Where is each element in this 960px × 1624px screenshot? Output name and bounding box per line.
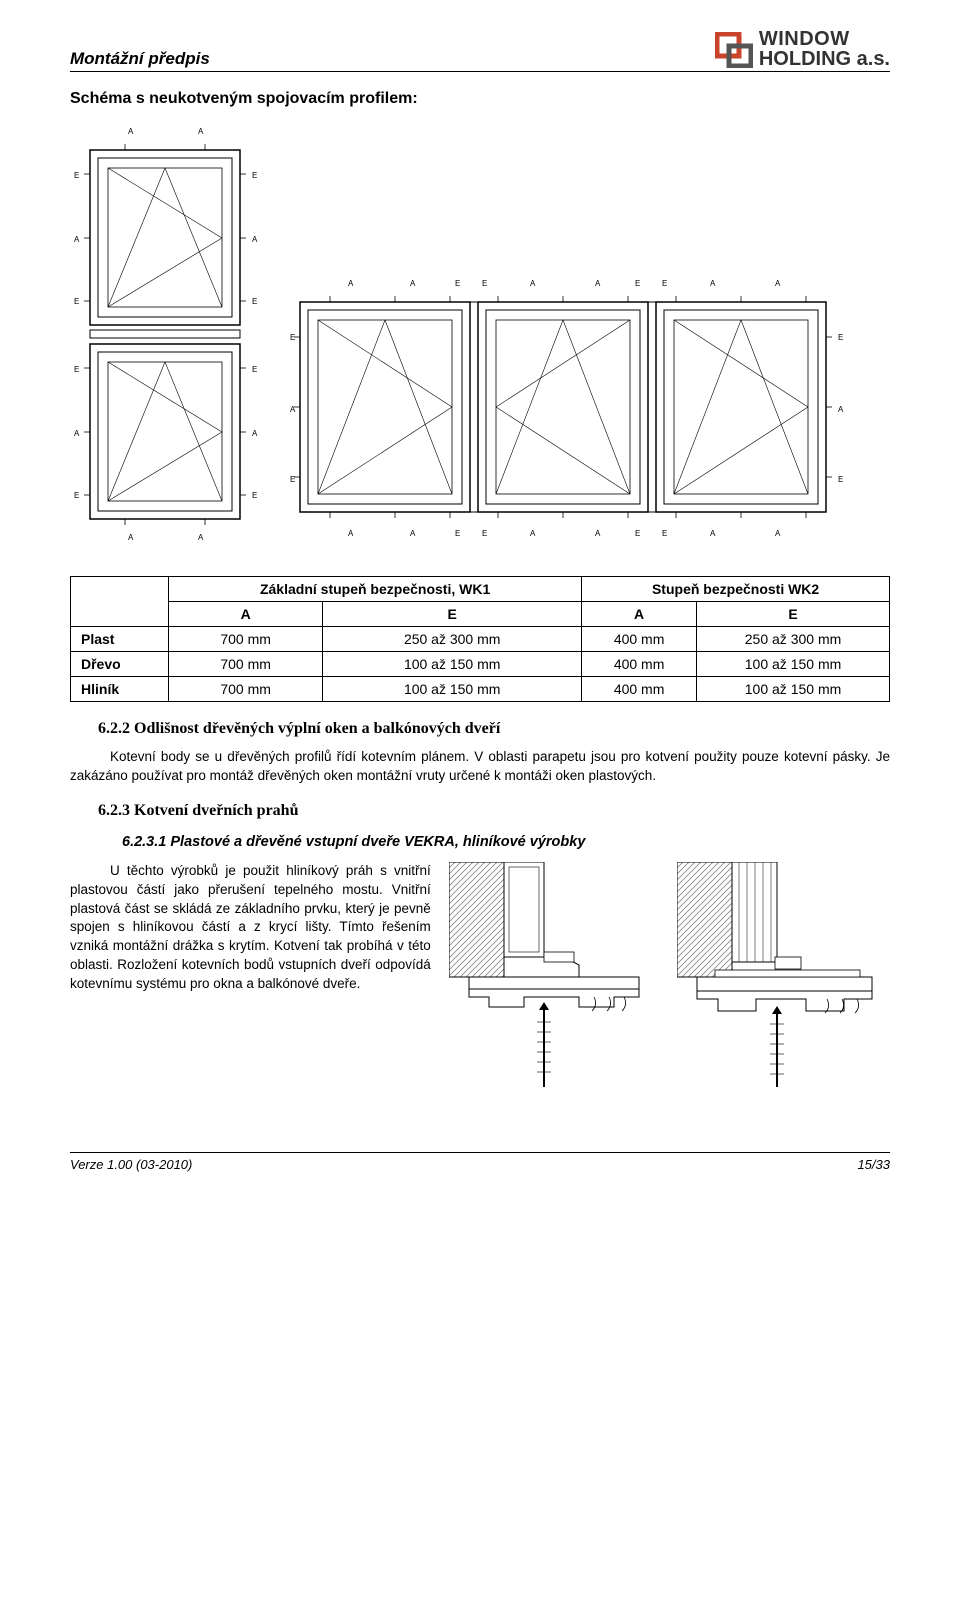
heading-6231: 6.2.3.1 Plastové a dřevěné vstupní dveře…	[122, 834, 890, 850]
doc-title: Montážní předpis	[70, 49, 210, 69]
logo-icon	[715, 32, 753, 68]
cell: 250 až 300 mm	[697, 627, 890, 652]
svg-text:A: A	[74, 429, 80, 438]
para-622: Kotevní body se u dřevěných profilů řídí…	[70, 748, 890, 786]
heading-622: 6.2.2 Odlišnost dřevěných výplní oken a …	[98, 720, 890, 738]
table-corner	[71, 577, 169, 627]
footer-version: Verze 1.00 (03-2010)	[70, 1157, 192, 1172]
cell: 100 až 150 mm	[697, 677, 890, 702]
diagram-left: A A A A E A	[70, 122, 270, 552]
svg-text:E: E	[74, 297, 79, 306]
row-label: Dřevo	[71, 652, 169, 677]
cell: 100 až 150 mm	[697, 652, 890, 677]
svg-text:A: A	[530, 279, 536, 288]
sub-a2: A	[582, 602, 697, 627]
page-header: Montážní předpis WINDOW HOLDING a.s.	[70, 30, 890, 72]
page-footer: Verze 1.00 (03-2010) 15/33	[70, 1152, 890, 1172]
svg-text:A: A	[595, 279, 601, 288]
svg-text:A: A	[348, 529, 354, 538]
svg-text:A: A	[410, 529, 416, 538]
cell: 400 mm	[582, 652, 697, 677]
svg-text:E: E	[290, 475, 295, 484]
svg-text:A: A	[710, 529, 716, 538]
svg-text:E: E	[455, 279, 460, 288]
footer-page: 15/33	[857, 1157, 890, 1172]
svg-text:A: A	[775, 279, 781, 288]
sub-e1: E	[323, 602, 582, 627]
svg-text:A: A	[595, 529, 601, 538]
svg-text:E: E	[252, 297, 257, 306]
brand-line2: HOLDING a.s.	[759, 48, 890, 70]
table-row: Plast 700 mm 250 až 300 mm 400 mm 250 až…	[71, 627, 890, 652]
svg-text:E: E	[838, 475, 843, 484]
threshold-section: U těchto výrobků je použit hliníkový prá…	[70, 862, 890, 1092]
svg-text:E: E	[455, 529, 460, 538]
svg-text:A: A	[128, 127, 134, 136]
svg-text:E: E	[662, 529, 667, 538]
brand-line1: WINDOW	[759, 28, 850, 50]
section-heading: Schéma s neukotveným spojovacím profilem…	[70, 90, 890, 108]
svg-text:A: A	[775, 529, 781, 538]
para-6231: U těchto výrobků je použit hliníkový prá…	[70, 862, 431, 994]
svg-text:E: E	[252, 491, 257, 500]
cross-section-1	[449, 862, 659, 1092]
table-row: Dřevo 700 mm 100 až 150 mm 400 mm 100 až…	[71, 652, 890, 677]
cell: 400 mm	[582, 677, 697, 702]
svg-text:E: E	[482, 279, 487, 288]
col1-header: Základní stupeň bezpečnosti, WK1	[169, 577, 582, 602]
svg-text:A: A	[710, 279, 716, 288]
brand-logo: WINDOW HOLDING a.s.	[715, 30, 890, 69]
cell: 700 mm	[169, 677, 323, 702]
cell: 100 až 150 mm	[323, 652, 582, 677]
diagram-right: A A E E A A E E A A A A E E A A E E A A E A E E A E	[290, 272, 850, 552]
cell: 700 mm	[169, 627, 323, 652]
svg-text:E: E	[74, 171, 79, 180]
cross-section-2	[677, 862, 887, 1092]
sub-e2: E	[697, 602, 890, 627]
sub-a1: A	[169, 602, 323, 627]
table-row: Hliník 700 mm 100 až 150 mm 400 mm 100 a…	[71, 677, 890, 702]
cell: 250 až 300 mm	[323, 627, 582, 652]
svg-text:E: E	[290, 333, 295, 342]
svg-text:E: E	[252, 171, 257, 180]
svg-text:E: E	[74, 365, 79, 374]
svg-text:A: A	[348, 279, 354, 288]
row-label: Hliník	[71, 677, 169, 702]
svg-text:E: E	[662, 279, 667, 288]
schematic-diagrams: A A A A E A	[70, 122, 890, 552]
svg-text:E: E	[482, 529, 487, 538]
svg-text:A: A	[530, 529, 536, 538]
heading-623: 6.2.3 Kotvení dveřních prahů	[98, 802, 890, 820]
svg-text:A: A	[198, 533, 204, 542]
svg-text:A: A	[290, 405, 296, 414]
threshold-diagrams	[449, 862, 890, 1092]
svg-text:E: E	[252, 365, 257, 374]
svg-text:E: E	[74, 491, 79, 500]
svg-text:E: E	[635, 279, 640, 288]
svg-text:A: A	[838, 405, 844, 414]
svg-text:A: A	[74, 235, 80, 244]
cell: 100 až 150 mm	[323, 677, 582, 702]
svg-text:E: E	[838, 333, 843, 342]
row-label: Plast	[71, 627, 169, 652]
svg-text:E: E	[635, 529, 640, 538]
security-table: Základní stupeň bezpečnosti, WK1 Stupeň …	[70, 576, 890, 702]
svg-text:A: A	[410, 279, 416, 288]
svg-text:A: A	[198, 127, 204, 136]
svg-text:A: A	[252, 235, 258, 244]
cell: 400 mm	[582, 627, 697, 652]
svg-text:A: A	[252, 429, 258, 438]
svg-text:A: A	[128, 533, 134, 542]
cell: 700 mm	[169, 652, 323, 677]
col2-header: Stupeň bezpečnosti WK2	[582, 577, 890, 602]
